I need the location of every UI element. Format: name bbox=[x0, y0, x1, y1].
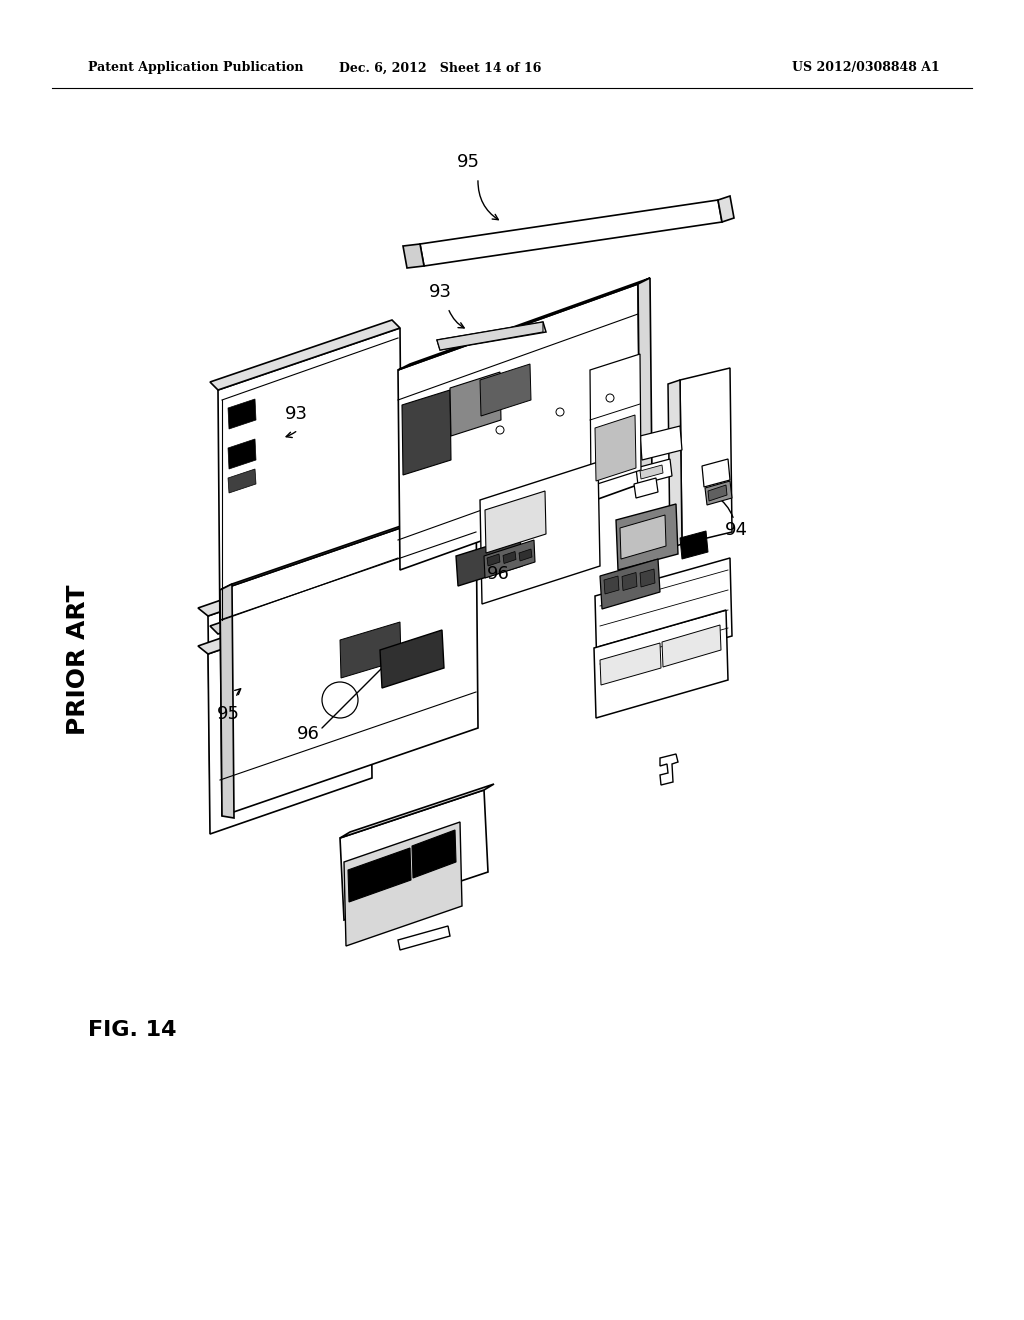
Polygon shape bbox=[503, 552, 516, 564]
Polygon shape bbox=[228, 440, 256, 469]
Polygon shape bbox=[402, 389, 451, 475]
Polygon shape bbox=[198, 552, 370, 616]
Polygon shape bbox=[638, 279, 652, 484]
Polygon shape bbox=[718, 195, 734, 222]
Polygon shape bbox=[198, 590, 370, 653]
Polygon shape bbox=[702, 459, 730, 487]
Polygon shape bbox=[344, 822, 462, 946]
Polygon shape bbox=[519, 549, 532, 561]
Polygon shape bbox=[228, 469, 256, 492]
Text: FIG. 14: FIG. 14 bbox=[88, 1020, 176, 1040]
Text: Patent Application Publication: Patent Application Publication bbox=[88, 62, 303, 74]
Polygon shape bbox=[348, 847, 411, 902]
Text: 94: 94 bbox=[725, 521, 748, 539]
Polygon shape bbox=[705, 480, 732, 506]
Text: Dec. 6, 2012   Sheet 14 of 16: Dec. 6, 2012 Sheet 14 of 16 bbox=[339, 62, 542, 74]
Polygon shape bbox=[487, 554, 500, 566]
Polygon shape bbox=[398, 279, 650, 370]
Polygon shape bbox=[590, 354, 641, 486]
Polygon shape bbox=[210, 319, 400, 389]
Polygon shape bbox=[210, 564, 400, 634]
Polygon shape bbox=[437, 322, 543, 350]
Polygon shape bbox=[208, 598, 372, 834]
Polygon shape bbox=[622, 573, 637, 590]
Polygon shape bbox=[220, 502, 478, 816]
Polygon shape bbox=[340, 622, 401, 678]
Polygon shape bbox=[600, 558, 660, 609]
Polygon shape bbox=[708, 484, 727, 502]
Polygon shape bbox=[380, 630, 444, 688]
Polygon shape bbox=[595, 558, 732, 675]
Polygon shape bbox=[480, 462, 600, 605]
Polygon shape bbox=[412, 830, 456, 878]
Text: 96: 96 bbox=[297, 725, 319, 743]
Polygon shape bbox=[604, 576, 618, 594]
Polygon shape bbox=[634, 478, 658, 498]
Polygon shape bbox=[595, 414, 636, 480]
Polygon shape bbox=[450, 372, 501, 436]
Polygon shape bbox=[398, 927, 450, 950]
Polygon shape bbox=[398, 284, 640, 570]
Polygon shape bbox=[668, 380, 682, 548]
Polygon shape bbox=[640, 426, 682, 459]
Polygon shape bbox=[220, 496, 488, 590]
Polygon shape bbox=[456, 536, 522, 586]
Polygon shape bbox=[680, 531, 708, 558]
Text: 93: 93 bbox=[285, 405, 307, 422]
Text: US 2012/0308848 A1: US 2012/0308848 A1 bbox=[793, 62, 940, 74]
Polygon shape bbox=[660, 754, 678, 785]
Polygon shape bbox=[640, 569, 655, 587]
Polygon shape bbox=[228, 399, 256, 429]
Polygon shape bbox=[600, 643, 662, 685]
Text: 93: 93 bbox=[428, 282, 452, 301]
Text: 96: 96 bbox=[486, 565, 509, 583]
Polygon shape bbox=[485, 491, 546, 553]
Polygon shape bbox=[208, 560, 372, 796]
Text: 95: 95 bbox=[216, 705, 240, 723]
Polygon shape bbox=[680, 368, 732, 544]
Polygon shape bbox=[636, 459, 672, 484]
Polygon shape bbox=[403, 244, 424, 268]
Polygon shape bbox=[620, 515, 666, 558]
Polygon shape bbox=[640, 465, 663, 479]
Polygon shape bbox=[220, 583, 234, 818]
Polygon shape bbox=[484, 540, 535, 578]
Polygon shape bbox=[437, 322, 546, 350]
Text: PRIOR ART: PRIOR ART bbox=[66, 585, 90, 735]
Polygon shape bbox=[616, 504, 678, 570]
Polygon shape bbox=[662, 624, 721, 667]
Polygon shape bbox=[420, 201, 722, 267]
Polygon shape bbox=[340, 789, 488, 920]
Polygon shape bbox=[594, 610, 728, 718]
Polygon shape bbox=[340, 784, 494, 838]
Text: 95: 95 bbox=[457, 153, 479, 172]
Polygon shape bbox=[218, 327, 402, 634]
Polygon shape bbox=[480, 364, 531, 416]
